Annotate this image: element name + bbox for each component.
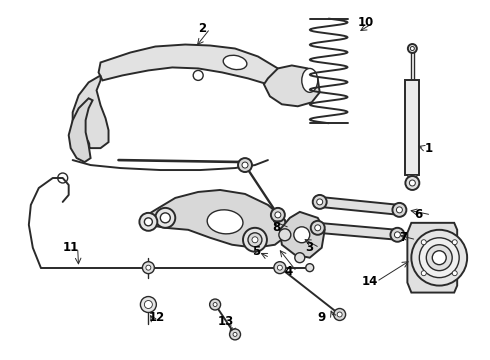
Circle shape — [317, 199, 323, 205]
Circle shape — [275, 212, 281, 218]
Circle shape — [271, 208, 285, 222]
Circle shape — [396, 207, 402, 213]
Text: 6: 6 — [415, 208, 422, 221]
Circle shape — [229, 329, 241, 340]
Polygon shape — [319, 197, 399, 215]
Circle shape — [315, 225, 321, 231]
Text: 3: 3 — [305, 241, 313, 254]
Circle shape — [311, 221, 325, 235]
Circle shape — [145, 218, 152, 226]
Circle shape — [238, 158, 252, 172]
Circle shape — [213, 302, 217, 306]
Circle shape — [277, 265, 282, 270]
Circle shape — [410, 46, 415, 50]
Circle shape — [334, 309, 345, 320]
Circle shape — [452, 240, 457, 245]
Circle shape — [140, 213, 157, 231]
Circle shape — [419, 238, 459, 278]
Circle shape — [160, 213, 171, 223]
Polygon shape — [318, 223, 397, 240]
Text: 2: 2 — [198, 22, 206, 35]
Text: 1: 1 — [424, 141, 433, 155]
Circle shape — [452, 271, 457, 276]
Circle shape — [248, 233, 262, 247]
Polygon shape — [69, 98, 93, 162]
Circle shape — [426, 245, 452, 271]
Polygon shape — [407, 223, 457, 293]
Polygon shape — [264, 66, 319, 106]
Circle shape — [146, 265, 151, 270]
Circle shape — [242, 162, 248, 168]
Circle shape — [252, 237, 258, 243]
Circle shape — [243, 228, 267, 252]
Circle shape — [421, 271, 426, 276]
Text: 4: 4 — [285, 265, 293, 278]
Circle shape — [75, 138, 90, 152]
Circle shape — [274, 262, 286, 274]
Circle shape — [306, 264, 314, 272]
Polygon shape — [73, 75, 108, 148]
Text: 10: 10 — [358, 16, 374, 29]
Circle shape — [432, 251, 446, 265]
Ellipse shape — [223, 55, 247, 69]
Circle shape — [391, 228, 404, 242]
Circle shape — [210, 299, 220, 310]
Ellipse shape — [302, 68, 318, 92]
Text: 13: 13 — [218, 315, 234, 328]
Text: 14: 14 — [362, 275, 378, 288]
Polygon shape — [98, 45, 282, 84]
Circle shape — [313, 195, 327, 209]
Text: 7: 7 — [399, 231, 408, 244]
Circle shape — [155, 208, 175, 228]
Ellipse shape — [207, 210, 243, 234]
Circle shape — [392, 203, 406, 217]
Text: 5: 5 — [252, 245, 260, 258]
Circle shape — [405, 176, 419, 190]
Text: 8: 8 — [272, 221, 280, 234]
Circle shape — [412, 230, 467, 285]
Polygon shape — [407, 175, 417, 180]
Polygon shape — [405, 80, 419, 175]
Circle shape — [143, 262, 154, 274]
Circle shape — [295, 253, 305, 263]
Circle shape — [408, 44, 417, 53]
Circle shape — [233, 332, 237, 336]
Text: 11: 11 — [63, 241, 79, 254]
Circle shape — [279, 229, 291, 241]
Circle shape — [145, 301, 152, 309]
Polygon shape — [143, 190, 288, 248]
Circle shape — [294, 227, 310, 243]
Circle shape — [409, 180, 416, 186]
Text: 9: 9 — [318, 311, 326, 324]
Circle shape — [421, 240, 426, 245]
Text: 12: 12 — [148, 311, 165, 324]
Circle shape — [394, 232, 400, 238]
Circle shape — [337, 312, 342, 317]
Polygon shape — [280, 212, 325, 258]
Circle shape — [141, 297, 156, 312]
